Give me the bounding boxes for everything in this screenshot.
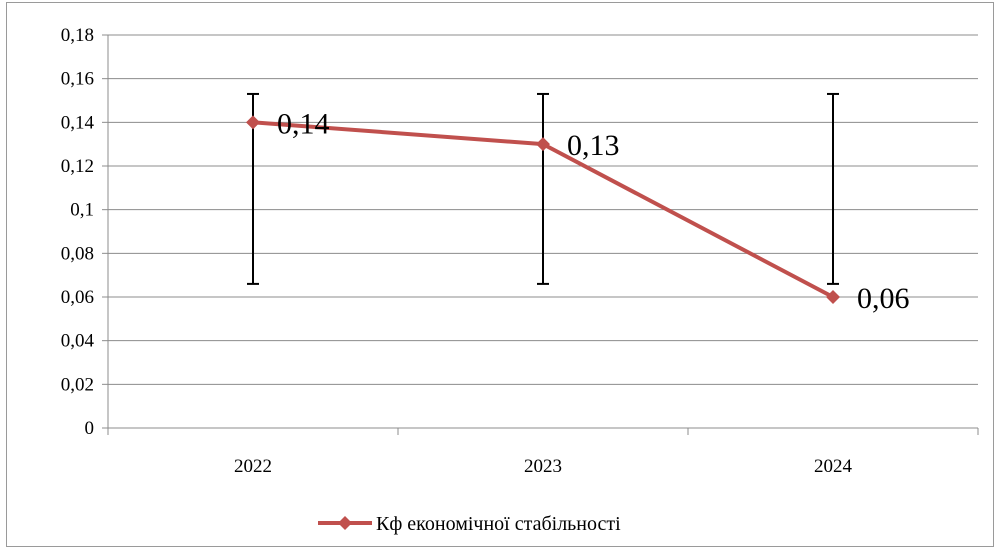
data-label: 0,06 [857,282,910,315]
chart-frame [6,2,994,547]
data-label: 0,14 [277,107,330,140]
legend-label: Кф економічної стабільності [376,513,621,535]
legend-marker-diamond [338,516,352,530]
x-tick-label: 2022 [234,456,272,477]
y-axis-tick-labels: 0 0,02 0,04 0,06 0,08 0,1 0,12 0,14 0,16 0,18 [61,25,95,439]
data-label: 0,13 [567,129,620,162]
error-bar [827,92,839,285]
y-tick-label: 0,16 [61,69,94,90]
x-tick-label: 2023 [524,456,562,477]
legend: Кф економічної стабільності [318,513,621,535]
data-point-marker [536,137,550,152]
y-tick-label: 0,12 [61,156,94,177]
data-point-marker [826,290,840,304]
x-axis-tick-labels: 2022 2023 2024 [234,456,853,477]
axes [107,35,979,435]
x-tick-label: 2024 [814,456,853,477]
y-tick-label: 0,08 [61,243,94,264]
y-tick-label: 0,14 [61,112,95,133]
data-labels: 0,14 0,13 0,06 [277,107,910,315]
y-tick-label: 0,06 [61,287,94,308]
error-bar [537,92,549,285]
y-tick-label: 0,04 [61,331,95,352]
data-point-marker [246,115,260,130]
y-tick-label: 0,18 [61,25,94,46]
y-tick-label: 0,1 [70,200,94,221]
y-tick-label: 0 [85,418,95,439]
series-line [246,115,840,304]
y-tick-label: 0,02 [61,374,94,395]
